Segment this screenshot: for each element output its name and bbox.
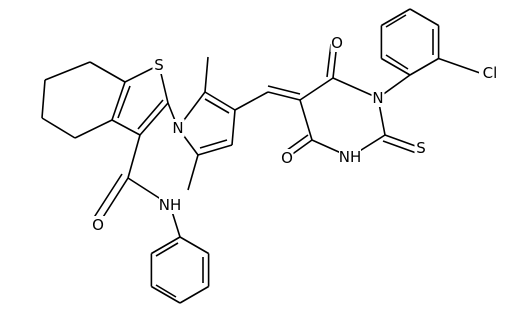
- label-background: [330, 34, 344, 52]
- label-background: [414, 139, 428, 157]
- atom-labels: S N O NH O N Cl O NH S: [91, 34, 501, 234]
- label-background: [159, 196, 181, 214]
- atom-label: N: [372, 89, 383, 107]
- label-background: [91, 216, 105, 234]
- label-background: [280, 149, 294, 167]
- bonds: [41, 8, 481, 304]
- label-background: [371, 89, 385, 107]
- atom-label: S: [154, 56, 164, 74]
- label-background: [479, 64, 501, 82]
- atom-label: NH: [159, 196, 182, 214]
- atom-label: O: [331, 34, 343, 52]
- atom-label: Cl: [483, 64, 498, 82]
- atom-label: S: [416, 139, 426, 157]
- label-background: [152, 56, 166, 74]
- label-background: [171, 119, 185, 137]
- atom-label: O: [92, 216, 104, 234]
- label-background: [339, 148, 361, 166]
- atom-label: NH: [339, 148, 362, 166]
- atom-label: O: [281, 149, 293, 167]
- atom-label: N: [172, 119, 183, 137]
